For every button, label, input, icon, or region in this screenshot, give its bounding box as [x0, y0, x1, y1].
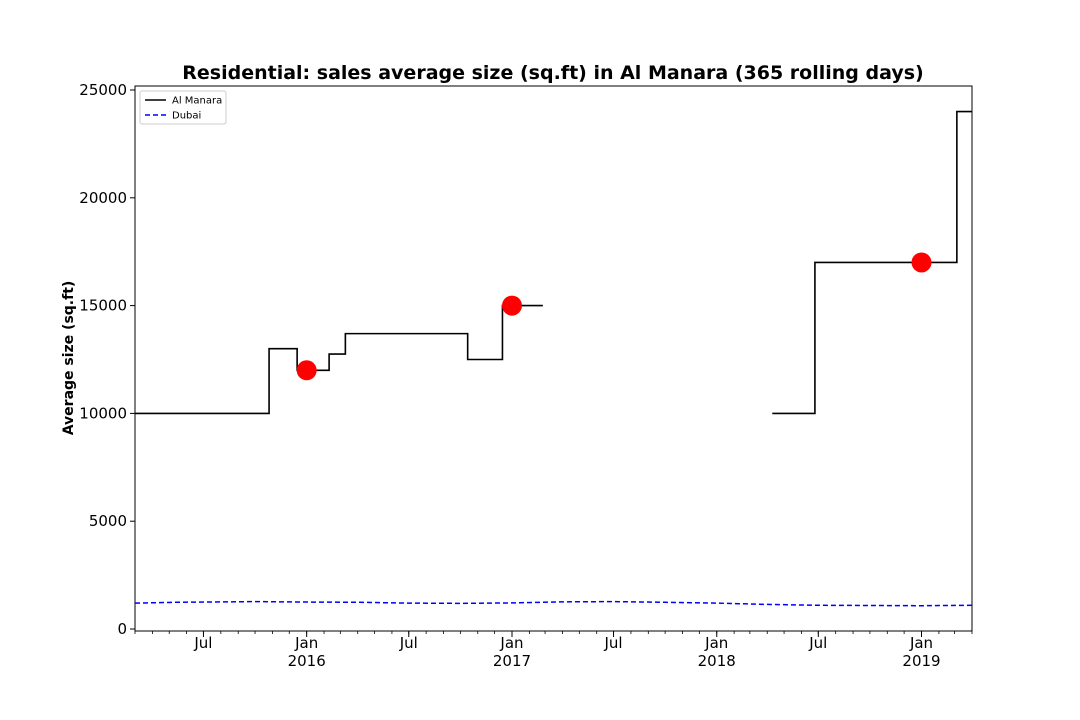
- x-tick-label: Jan: [704, 634, 728, 652]
- y-tick-label: 10000: [79, 404, 127, 422]
- x-tick-label: Jan: [294, 634, 318, 652]
- plot-frame: [134, 85, 973, 632]
- x-tick-label: Jan: [909, 634, 933, 652]
- x-tick-label: Jul: [193, 634, 212, 652]
- x-tick-label: Jul: [808, 634, 827, 652]
- x-tick-label: Jan: [499, 634, 523, 652]
- series-line-dubai: [134, 600, 973, 607]
- annual-marker-point: [296, 360, 317, 381]
- legend-label-al-manara: Al Manara: [172, 96, 222, 107]
- marker-layer: [296, 252, 932, 381]
- y-tick-label: 5000: [89, 512, 127, 530]
- y-tick-label: 20000: [79, 189, 127, 207]
- y-tick-label: 0: [117, 620, 127, 638]
- x-tick-year-label: 2017: [493, 652, 531, 670]
- x-tick-label: Jul: [603, 634, 622, 652]
- x-tick-year-label: 2018: [698, 652, 736, 670]
- y-axis-label: Average size (sq.ft): [61, 281, 77, 436]
- y-tick-label: 15000: [79, 297, 127, 315]
- annual-marker-point: [911, 252, 932, 273]
- series-layer: [134, 110, 973, 607]
- x-tick-year-label: 2019: [902, 652, 940, 670]
- legend: Al Manara Dubai: [139, 90, 227, 125]
- legend-label-dubai: Dubai: [172, 111, 201, 122]
- plot-area: [134, 85, 973, 632]
- series-line-al-manara: [772, 110, 972, 415]
- annual-marker-point: [501, 295, 522, 316]
- y-tick-label: 25000: [79, 81, 127, 99]
- x-tick-label: Jul: [399, 634, 418, 652]
- y-axis: 0 5000 10000 15000 20000 25000: [79, 81, 135, 638]
- chart-title: Residential: sales average size (sq.ft) …: [182, 62, 923, 84]
- x-tick-year-label: 2016: [288, 652, 326, 670]
- series-line-al-manara: [135, 304, 543, 415]
